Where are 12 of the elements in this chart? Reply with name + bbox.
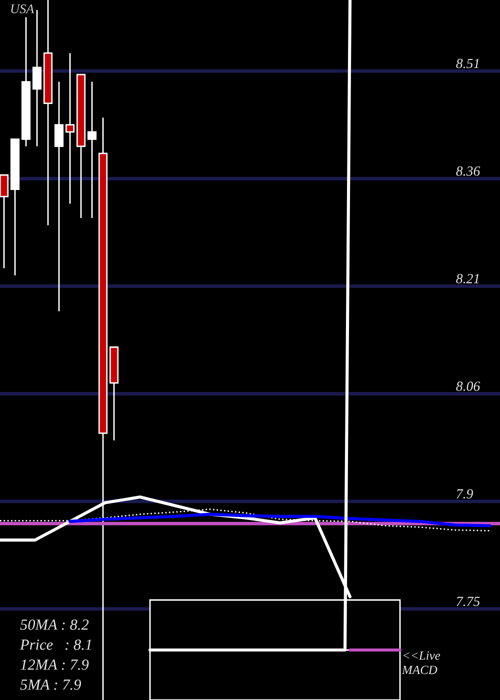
chart-title: USA <box>11 4 34 14</box>
y-tick-label: 8.06 <box>456 382 480 391</box>
y-tick-label: 8.51 <box>456 58 479 68</box>
y-tick-label: 8.36 <box>456 166 480 176</box>
y-tick-label: 7.9 <box>456 489 473 499</box>
annotation: 5MA : 7.9 <box>20 680 82 690</box>
annotation: <<Live MACD <box>402 651 440 674</box>
y-tick-label: 8.21 <box>456 274 479 284</box>
annotation: Price : 8.1 <box>20 640 91 650</box>
y-tick-label: 7.75 <box>456 596 480 606</box>
annotation: 12MA : 7.9 <box>20 660 89 670</box>
annotation: 50MA : 8.2 <box>20 620 89 630</box>
